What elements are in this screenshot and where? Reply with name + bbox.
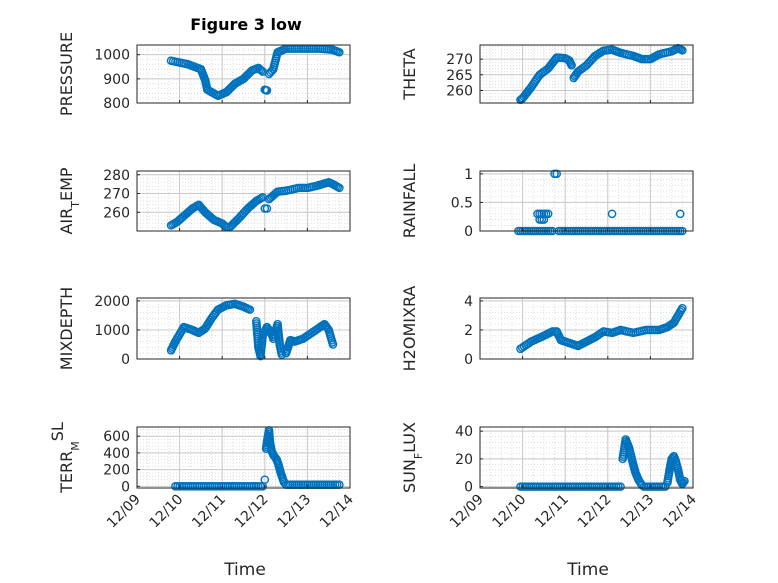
panel-5-data-point	[245, 305, 255, 314]
panel-8-y-axis-label-part: F	[412, 453, 425, 459]
panel-4-data-point	[539, 215, 549, 224]
panel-8-x-tick-label: 12/12	[575, 492, 615, 532]
panel-5-y-tick-label: 0	[121, 352, 130, 368]
panel-8-y-tick-label: 0	[464, 480, 473, 496]
panel-4-axes-box	[479, 170, 694, 232]
panel-4-y-tick-label: 0.5	[451, 195, 473, 211]
panel-7-axes-box	[136, 426, 351, 489]
panel-7-x-tick-label: 12/10	[147, 492, 187, 532]
panel-3-data-point	[335, 183, 344, 193]
panel-1-axes-box	[136, 44, 351, 104]
panel-2-axes-box	[479, 44, 694, 104]
panel-3-y-tick-label: 260	[103, 205, 130, 221]
x-axis-label-left: Time	[223, 560, 266, 580]
panel-8-axes-box	[479, 426, 694, 489]
panel-4-y-axis-label: RAINFALL	[400, 164, 419, 239]
panel-3-y-axis-label: AIRTEMP	[57, 167, 82, 234]
panel-7-x-tick-label: 12/13	[274, 492, 314, 532]
panel-5-y-axis-label-part: MIXDEPTH	[57, 287, 76, 370]
panel-7-data-point	[260, 475, 270, 484]
panel-7-x-tick-label: 12/11	[189, 492, 229, 532]
panel-1-data-point	[335, 47, 344, 57]
panel-7-y-axis-label-part: TERR	[57, 451, 76, 494]
panel-2-data-point	[678, 46, 687, 55]
panel-6-y-tick-label: 4	[464, 294, 473, 310]
panel-6-y-axis-label: H2OMIXRA	[400, 286, 419, 372]
panel-1-y-axis-label: PRESSURE	[57, 32, 76, 116]
panel-4-data-point	[675, 209, 685, 219]
panel-1-data-point	[256, 66, 266, 75]
panel-3-axes-box	[136, 170, 351, 232]
panel-8-x-tick-label: 12/11	[532, 492, 572, 532]
panel-2-y-axis-label-part: THETA	[400, 48, 419, 100]
panel-1-y-tick-label: 800	[103, 96, 130, 112]
panel-7-y-axis-label-part: M	[69, 441, 82, 451]
panel-1-y-tick-label: 1000	[94, 48, 130, 64]
panel-5-y-tick-label: 2000	[94, 294, 130, 310]
panel-3-data-point	[262, 204, 272, 213]
panel-3-y-axis-label-part: T	[69, 201, 82, 209]
panel-7-y-tick-label: 0	[121, 479, 130, 495]
x-axis-label-right: Time	[566, 560, 609, 580]
panel-4-data-point	[552, 169, 561, 179]
panel-5-axes-box	[136, 297, 351, 360]
panel-3-y-axis-label-part: EMP	[57, 167, 76, 201]
panel-8-data-point	[616, 482, 625, 491]
panel-7-x-tick-label: 12/12	[232, 492, 272, 532]
panel-6-y-tick-label: 2	[464, 323, 473, 339]
panel-1-y-tick-label: 900	[103, 72, 130, 88]
panel-8-y-tick-label: 20	[455, 452, 473, 468]
panel-2-data-point	[567, 61, 576, 70]
panel-8-x-tick-label: 12/14	[660, 491, 700, 531]
panel-2-y-axis-label: THETA	[400, 48, 419, 100]
panel-2-y-tick-label: 265	[446, 68, 473, 84]
panel-8-x-tick-label: 12/10	[490, 492, 530, 532]
panel-1-y-axis-label-part: PRESSURE	[57, 32, 76, 116]
panel-8-data-point	[680, 476, 689, 486]
panel-8-x-tick-label: 12/09	[447, 492, 487, 532]
panel-6-y-axis-label-part: H2OMIXRA	[400, 286, 419, 372]
panel-7-y-tick-label: 200	[103, 463, 130, 479]
panel-4-y-tick-label: 1	[464, 167, 473, 183]
figure-title: Figure 3 low	[190, 15, 302, 34]
panel-6-data-point	[678, 303, 687, 313]
panel-2-y-tick-label: 260	[446, 83, 473, 99]
panel-3-y-tick-label: 280	[103, 168, 130, 184]
panel-8-data-point	[679, 478, 688, 487]
panel-7-x-tick-label: 12/14	[317, 491, 357, 531]
panel-4-data-point	[607, 209, 617, 219]
panel-7-y-tick-label: 600	[103, 429, 130, 445]
panel-5-data-point	[328, 340, 338, 349]
panel-7-y-tick-label: 400	[103, 446, 130, 462]
panel-8-y-tick-label: 40	[455, 424, 473, 440]
panel-3-y-tick-label: 270	[103, 187, 130, 203]
panel-3-y-axis-label-part: AIR	[57, 208, 76, 235]
panel-7-y-axis-label-part: SL	[48, 422, 67, 441]
panel-2-y-tick-label: 270	[446, 52, 473, 68]
panel-8-y-axis-label-part: LUX	[400, 422, 419, 453]
panel-4-data-point	[543, 209, 553, 219]
panel-1-data-point	[262, 86, 272, 95]
panel-8-y-axis-label: SUNFLUX	[400, 422, 425, 493]
panel-5-y-axis-label: MIXDEPTH	[57, 287, 76, 370]
panel-6-y-tick-label: 0	[464, 352, 473, 368]
panel-5-y-tick-label: 1000	[94, 323, 130, 339]
panel-6-axes-box	[479, 297, 694, 360]
panel-7-x-tick-label: 12/09	[104, 492, 144, 532]
panel-4-y-tick-label: 0	[464, 224, 473, 240]
panel-4-y-axis-label-part: RAINFALL	[400, 164, 419, 239]
panel-8-x-tick-label: 12/13	[617, 492, 657, 532]
panel-6-data-point	[597, 328, 607, 337]
panel-8-y-axis-label-part: SUN	[400, 459, 419, 493]
panel-7-y-axis-label: TERRMSL	[48, 422, 82, 494]
